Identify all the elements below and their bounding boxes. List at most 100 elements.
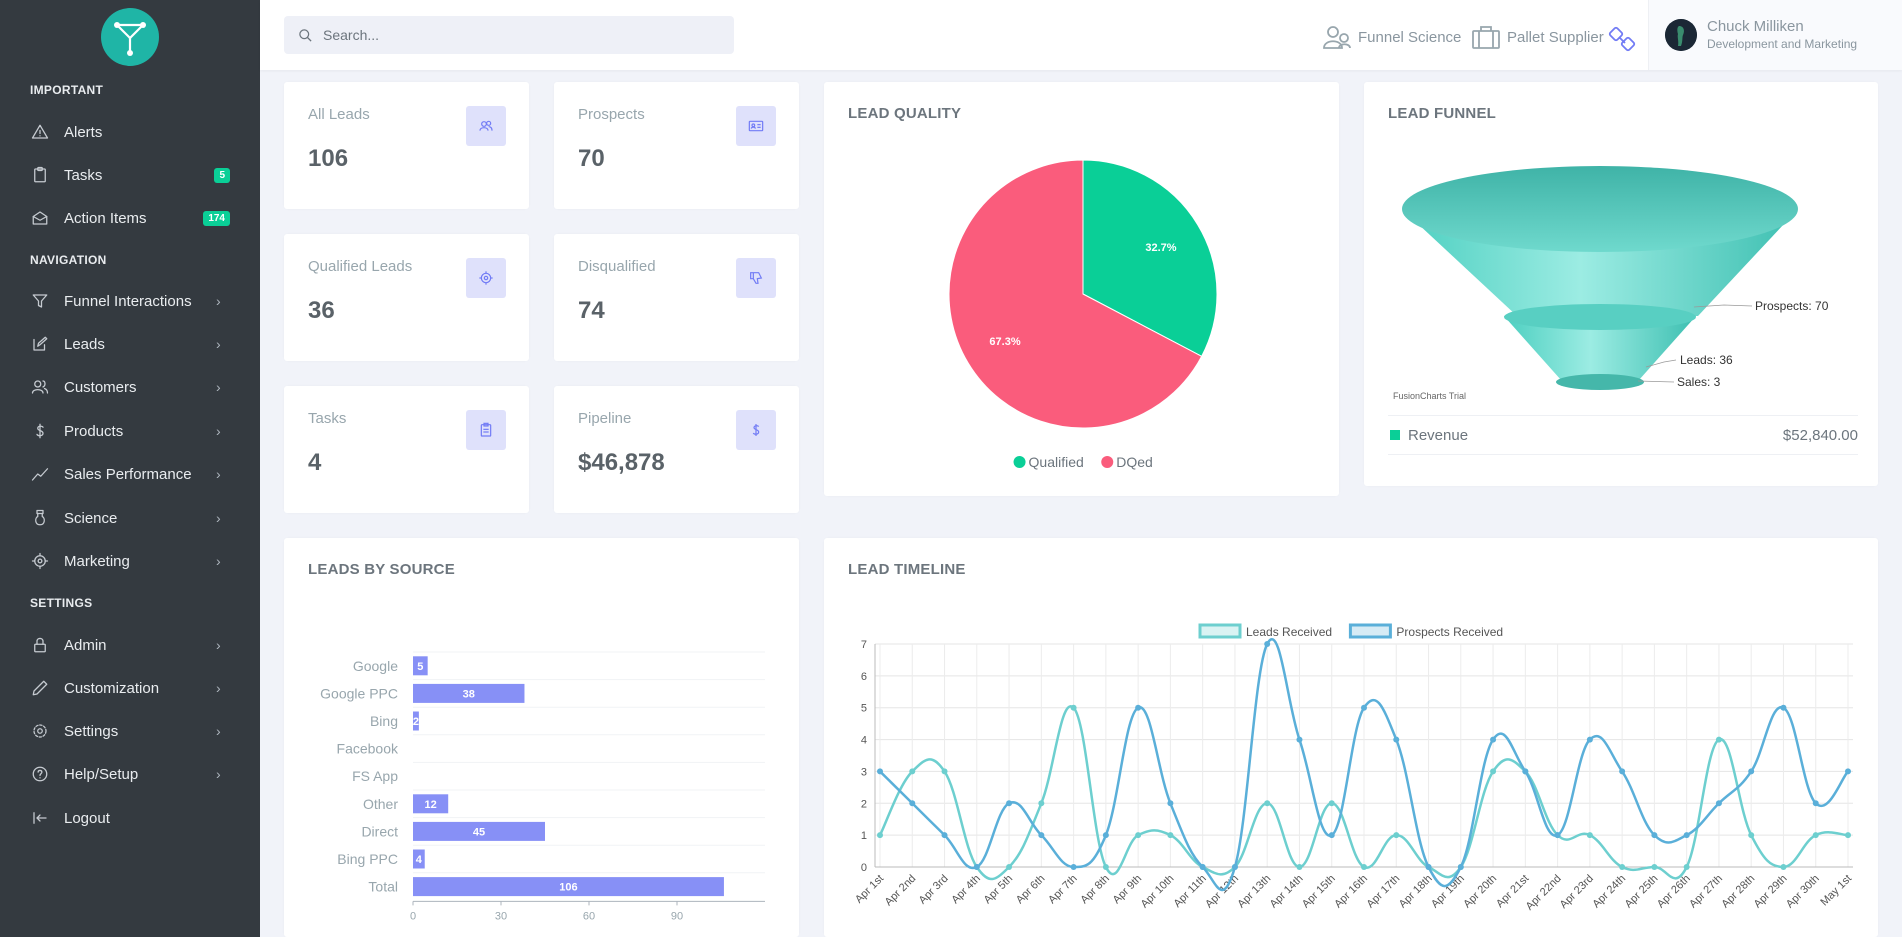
- data-point[interactable]: [1845, 832, 1851, 839]
- data-point[interactable]: [1231, 864, 1238, 870]
- data-point[interactable]: [1070, 864, 1077, 870]
- data-point[interactable]: [1167, 832, 1174, 839]
- data-point[interactable]: [1102, 832, 1109, 839]
- data-point[interactable]: [1425, 864, 1432, 870]
- user-menu[interactable]: Chuck Milliken Development and Marketing: [1648, 0, 1902, 70]
- sidebar-item-customers[interactable]: Customers ›: [0, 367, 260, 407]
- bar-bing[interactable]: [413, 711, 419, 731]
- data-point[interactable]: [1361, 704, 1367, 711]
- data-point[interactable]: [877, 768, 883, 775]
- stat-card-disqualified[interactable]: Disqualified 74: [554, 234, 799, 361]
- data-point[interactable]: [1296, 736, 1303, 743]
- legend-label[interactable]: Prospects Received: [1396, 625, 1503, 639]
- sidebar-item-settings[interactable]: Settings ›: [0, 711, 260, 751]
- data-point[interactable]: [1038, 832, 1045, 839]
- data-point[interactable]: [941, 832, 948, 839]
- data-point[interactable]: [1102, 864, 1109, 870]
- data-point[interactable]: [1748, 832, 1755, 839]
- sidebar-item-science[interactable]: Science ›: [0, 498, 260, 538]
- data-point[interactable]: [1006, 864, 1013, 870]
- sidebar-item-marketing[interactable]: Marketing ›: [0, 541, 260, 581]
- bar-bing-ppc[interactable]: [413, 849, 425, 869]
- pie-slice-qualified[interactable]: [1082, 159, 1218, 358]
- sidebar-item-tasks[interactable]: Tasks 5: [0, 155, 260, 195]
- data-point[interactable]: [1038, 800, 1045, 807]
- data-point[interactable]: [1393, 736, 1400, 743]
- legend-label[interactable]: Leads Received: [1246, 625, 1332, 639]
- data-point[interactable]: [1554, 832, 1561, 839]
- data-point[interactable]: [1006, 800, 1013, 807]
- data-point[interactable]: [1812, 800, 1819, 807]
- sidebar-item-leads[interactable]: Leads ›: [0, 324, 260, 364]
- stat-card-all-leads[interactable]: All Leads 106: [284, 82, 529, 209]
- sidebar-item-alerts[interactable]: Alerts: [0, 112, 260, 152]
- data-point[interactable]: [1619, 768, 1626, 775]
- sidebar-item-logout[interactable]: Logout: [0, 798, 260, 838]
- data-point[interactable]: [1167, 800, 1174, 807]
- data-point[interactable]: [1328, 800, 1335, 807]
- sidebar-item-products[interactable]: Products ›: [0, 411, 260, 451]
- data-point[interactable]: [1748, 768, 1755, 775]
- data-point[interactable]: [1683, 864, 1690, 870]
- data-point[interactable]: [1490, 768, 1497, 775]
- data-point[interactable]: [941, 768, 948, 775]
- data-point[interactable]: [1845, 768, 1851, 775]
- sidebar-item-admin[interactable]: Admin ›: [0, 625, 260, 665]
- data-point[interactable]: [1135, 704, 1142, 711]
- stat-card-tasks[interactable]: Tasks 4: [284, 386, 529, 513]
- data-point[interactable]: [1812, 832, 1819, 839]
- bar-total[interactable]: [413, 877, 724, 897]
- link-button[interactable]: [1608, 24, 1644, 54]
- data-point[interactable]: [1683, 832, 1690, 839]
- card-title: LEAD FUNNEL: [1388, 105, 1497, 122]
- bar-other[interactable]: [413, 794, 449, 814]
- data-point[interactable]: [1199, 864, 1206, 870]
- data-point[interactable]: [1135, 832, 1142, 839]
- funnel-science-link[interactable]: Funnel Science: [1322, 24, 1461, 50]
- stat-card-qualified-leads[interactable]: Qualified Leads 36: [284, 234, 529, 361]
- data-point[interactable]: [909, 768, 916, 775]
- data-point[interactable]: [1619, 864, 1626, 870]
- data-point[interactable]: [1586, 832, 1593, 839]
- data-point[interactable]: [1715, 800, 1722, 807]
- stat-card-pipeline[interactable]: Pipeline $46,878: [554, 386, 799, 513]
- logo[interactable]: [101, 8, 159, 66]
- data-point[interactable]: [909, 800, 916, 807]
- sidebar-item-funnel-interactions[interactable]: Funnel Interactions ›: [0, 281, 260, 321]
- data-point[interactable]: [877, 832, 883, 839]
- data-point[interactable]: [1296, 864, 1303, 870]
- funnel-label-prospects: Prospects: 70: [1755, 299, 1829, 313]
- data-point[interactable]: [1490, 736, 1497, 743]
- sidebar-item-action-items[interactable]: Action Items 174: [0, 198, 260, 238]
- funnel-segment-leads[interactable]: [1504, 316, 1696, 380]
- data-point[interactable]: [973, 864, 980, 870]
- data-point[interactable]: [1651, 864, 1658, 870]
- legend-label[interactable]: DQed: [1116, 454, 1153, 470]
- data-point[interactable]: [1264, 800, 1271, 807]
- data-point[interactable]: [1328, 832, 1335, 839]
- data-point[interactable]: [1651, 832, 1658, 839]
- pallet-supplier-link[interactable]: Pallet Supplier: [1471, 24, 1604, 50]
- data-point[interactable]: [1522, 768, 1529, 775]
- stat-card-prospects[interactable]: Prospects 70: [554, 82, 799, 209]
- bar-google[interactable]: [413, 656, 428, 676]
- data-point[interactable]: [1070, 704, 1077, 711]
- data-point[interactable]: [1780, 864, 1787, 870]
- funnel-segment-sales[interactable]: [1556, 374, 1644, 390]
- data-point[interactable]: [1264, 641, 1271, 647]
- legend-label[interactable]: Qualified: [1029, 454, 1084, 470]
- data-point[interactable]: [1715, 736, 1722, 743]
- sidebar-item-customization[interactable]: Customization ›: [0, 668, 260, 708]
- series-line-prospects-received[interactable]: [879, 638, 1849, 892]
- bar-google-ppc[interactable]: [413, 683, 525, 703]
- bar-direct[interactable]: [413, 821, 545, 841]
- search-input[interactable]: [323, 27, 723, 43]
- data-point[interactable]: [1457, 864, 1464, 870]
- sidebar-item-sales-performance[interactable]: Sales Performance ›: [0, 454, 260, 494]
- sidebar-item-help-setup[interactable]: Help/Setup ›: [0, 754, 260, 794]
- data-point[interactable]: [1393, 832, 1400, 839]
- data-point[interactable]: [1586, 736, 1593, 743]
- pie-slice-dqed[interactable]: [948, 159, 1203, 429]
- data-point[interactable]: [1361, 864, 1367, 870]
- data-point[interactable]: [1780, 704, 1787, 711]
